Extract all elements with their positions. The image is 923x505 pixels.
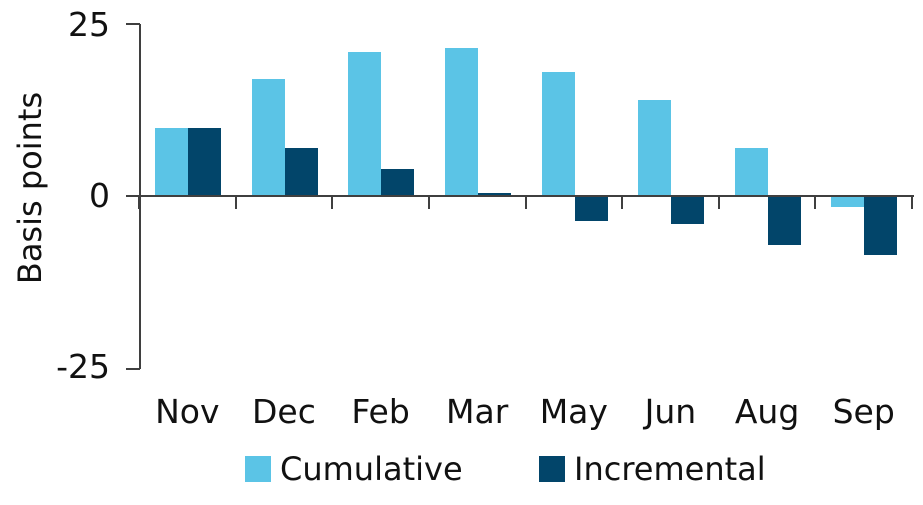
x-label-dec: Dec — [252, 392, 316, 431]
y-axis-tick-neg25 — [126, 368, 140, 370]
y-tick-label-neg25: -25 — [56, 347, 110, 386]
x-axis-tick — [331, 197, 334, 209]
bar-cumulative-sep — [831, 196, 865, 207]
y-axis-tick-25 — [126, 23, 140, 25]
bar-incremental-dec — [284, 148, 318, 197]
x-label-nov: Nov — [155, 392, 220, 431]
y-tick-label-0: 0 — [89, 176, 110, 215]
x-label-feb: Feb — [351, 392, 410, 431]
bar-cumulative-dec — [251, 79, 285, 197]
x-axis-tick — [814, 197, 817, 209]
y-tick-label-25: 25 — [68, 5, 110, 44]
legend-swatch-cumulative-icon — [245, 456, 271, 482]
x-label-jun: Jun — [644, 392, 697, 431]
bar-cumulative-feb — [348, 51, 382, 197]
x-axis-tick — [621, 197, 624, 209]
legend-item-cumulative: Cumulative — [245, 452, 463, 486]
bar-incremental-nov — [188, 127, 221, 197]
x-axis-line — [139, 195, 914, 197]
x-label-aug: Aug — [734, 392, 800, 431]
bar-cumulative-nov — [155, 127, 188, 197]
legend-item-incremental: Incremental — [539, 452, 766, 486]
bar-incremental-feb — [381, 168, 415, 197]
bar-incremental-may — [574, 196, 608, 221]
bar-incremental-jun — [671, 196, 705, 225]
x-label-sep: Sep — [832, 392, 895, 431]
bar-cumulative-aug — [734, 148, 768, 197]
x-axis-tick — [911, 197, 913, 209]
y-axis-tick-0 — [126, 195, 140, 197]
x-axis-tick — [717, 197, 720, 209]
legend-swatch-incremental-icon — [539, 456, 565, 482]
bar-incremental-mar — [477, 193, 511, 197]
x-label-mar: Mar — [446, 392, 509, 431]
bar-cumulative-mar — [444, 48, 478, 197]
bar-incremental-aug — [767, 196, 801, 245]
x-axis-tick — [138, 197, 140, 209]
bar-cumulative-jun — [638, 99, 672, 197]
legend-label-incremental: Incremental — [574, 450, 766, 488]
x-label-may: May — [539, 392, 608, 431]
bar-cumulative-may — [541, 72, 575, 197]
legend-label-cumulative: Cumulative — [280, 450, 463, 488]
x-axis-tick — [427, 197, 430, 209]
x-axis-tick — [234, 197, 237, 209]
x-axis-tick — [524, 197, 527, 209]
bar-incremental-sep — [864, 196, 898, 256]
